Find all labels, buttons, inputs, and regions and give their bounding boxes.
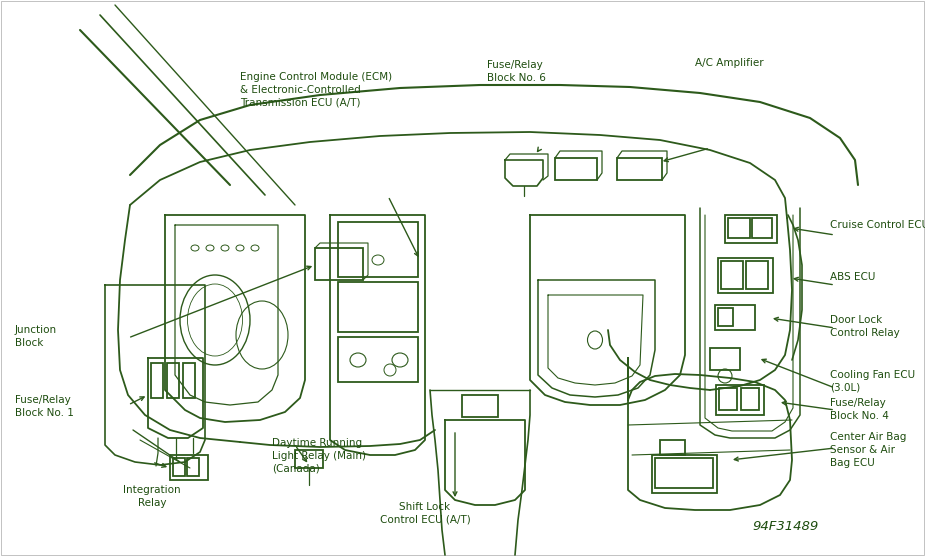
Bar xyxy=(741,388,759,410)
Text: Shift Lock
Control ECU (A/T): Shift Lock Control ECU (A/T) xyxy=(379,502,471,525)
Bar xyxy=(315,248,363,280)
Text: Junction
Block: Junction Block xyxy=(15,325,57,348)
Text: Fuse/Relay
Block No. 4: Fuse/Relay Block No. 4 xyxy=(830,398,889,421)
Bar xyxy=(151,363,163,398)
Bar xyxy=(710,348,740,370)
Bar xyxy=(295,450,323,468)
Bar xyxy=(338,282,418,332)
Bar xyxy=(652,455,717,493)
Text: Center Air Bag
Sensor & Air
Bag ECU: Center Air Bag Sensor & Air Bag ECU xyxy=(830,432,906,468)
Bar xyxy=(555,158,597,180)
Text: Integration
Relay: Integration Relay xyxy=(123,485,180,508)
Bar xyxy=(718,308,733,326)
Bar xyxy=(715,305,755,330)
Bar xyxy=(170,455,208,480)
Bar xyxy=(187,458,199,476)
Bar xyxy=(173,458,185,476)
Bar xyxy=(338,222,418,277)
Bar xyxy=(167,363,179,398)
Text: Daytime Running
Light Relay (Main)
(Canada): Daytime Running Light Relay (Main) (Cana… xyxy=(272,438,366,474)
Bar xyxy=(617,158,662,180)
Text: A/C Amplifier: A/C Amplifier xyxy=(695,58,764,68)
Text: 94F31489: 94F31489 xyxy=(752,520,819,533)
Text: Fuse/Relay
Block No. 1: Fuse/Relay Block No. 1 xyxy=(15,395,74,418)
Bar xyxy=(725,215,777,243)
Bar xyxy=(716,385,764,415)
Bar xyxy=(660,440,685,455)
Bar xyxy=(462,395,498,417)
Bar xyxy=(721,261,743,289)
Text: Cruise Control ECU: Cruise Control ECU xyxy=(830,220,925,230)
Bar xyxy=(752,218,772,238)
Bar xyxy=(728,218,750,238)
Text: Fuse/Relay
Block No. 6: Fuse/Relay Block No. 6 xyxy=(487,60,546,83)
Bar xyxy=(655,458,713,488)
Bar xyxy=(719,388,737,410)
Text: ABS ECU: ABS ECU xyxy=(830,272,875,282)
Text: Cooling Fan ECU
(3.0L): Cooling Fan ECU (3.0L) xyxy=(830,370,915,393)
Bar xyxy=(338,337,418,382)
Bar xyxy=(183,363,195,398)
Bar xyxy=(746,261,768,289)
Text: Engine Control Module (ECM)
& Electronic-Controlled
Transmission ECU (A/T): Engine Control Module (ECM) & Electronic… xyxy=(240,72,392,108)
Text: Door Lock
Control Relay: Door Lock Control Relay xyxy=(830,315,900,338)
Bar xyxy=(718,258,773,293)
